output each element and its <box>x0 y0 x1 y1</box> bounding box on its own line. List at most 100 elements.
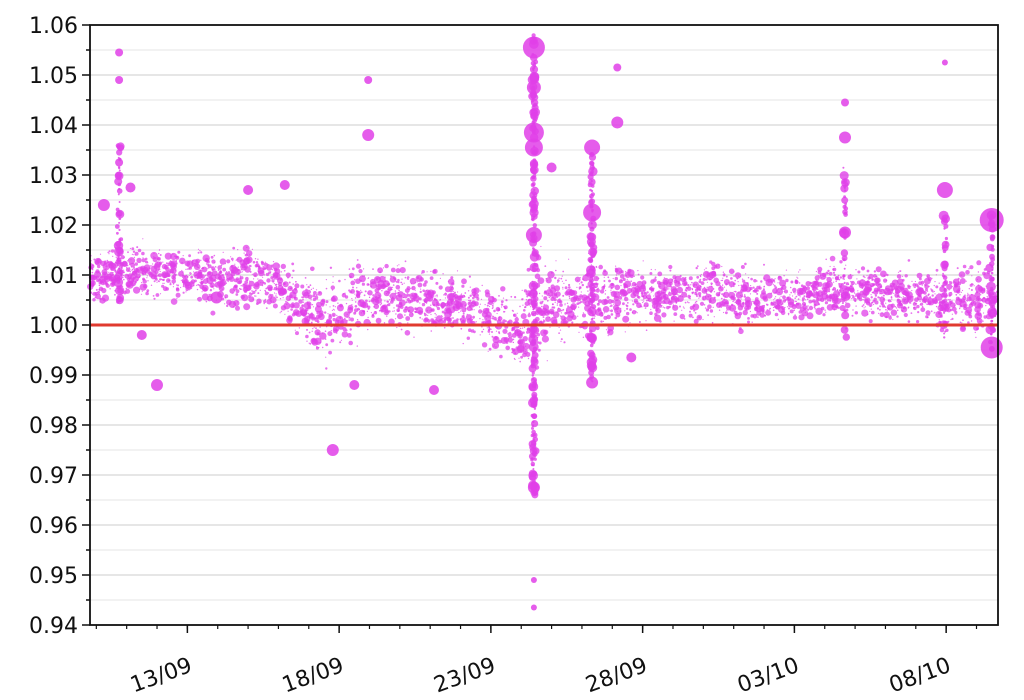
band-point <box>243 252 245 254</box>
band-point <box>279 298 282 300</box>
band-point <box>177 250 181 254</box>
band-point <box>393 307 395 309</box>
spike-point <box>116 231 119 235</box>
band-point <box>388 318 395 326</box>
band-point <box>986 299 988 301</box>
band-point <box>312 297 316 302</box>
band-point <box>131 253 133 255</box>
band-point <box>190 273 192 275</box>
band-point <box>278 278 280 280</box>
band-point <box>309 342 312 345</box>
spike-point <box>989 274 992 278</box>
band-point <box>90 274 96 281</box>
band-point <box>426 309 429 312</box>
band-point <box>232 292 234 294</box>
band-point <box>839 300 842 303</box>
band-point <box>361 282 365 286</box>
spike-point <box>990 333 993 336</box>
band-point <box>100 260 102 262</box>
band-point <box>928 314 930 316</box>
band-point <box>553 298 557 302</box>
band-point <box>272 262 281 271</box>
band-point <box>692 304 696 308</box>
band-point <box>356 259 359 261</box>
spike-point <box>117 193 120 196</box>
band-point <box>233 290 236 292</box>
band-point <box>329 306 331 308</box>
band-point <box>799 269 801 271</box>
band-point <box>514 358 516 361</box>
band-point <box>539 301 543 305</box>
band-point <box>263 282 267 285</box>
band-point <box>601 314 604 317</box>
band-point <box>439 299 441 301</box>
band-point <box>421 318 423 320</box>
band-point <box>311 321 313 323</box>
band-point <box>938 319 940 321</box>
band-point <box>92 298 96 302</box>
band-point <box>597 299 602 304</box>
band-point <box>829 265 831 268</box>
band-point <box>199 281 201 283</box>
band-point <box>792 287 797 293</box>
band-point <box>614 299 622 307</box>
data-point <box>530 604 537 611</box>
band-point <box>785 278 789 283</box>
band-point <box>445 317 447 320</box>
band-point <box>807 305 809 307</box>
band-point <box>560 312 563 314</box>
spike-point <box>985 263 994 273</box>
data-point <box>522 36 545 59</box>
spike-point <box>591 303 594 305</box>
band-point <box>464 292 467 294</box>
band-point <box>472 305 474 307</box>
band-point <box>503 310 505 313</box>
band-point <box>650 279 655 284</box>
band-point <box>646 291 649 294</box>
band-point <box>424 317 429 322</box>
band-point <box>939 300 942 304</box>
band-point <box>149 265 151 267</box>
data-point <box>524 138 543 157</box>
band-point <box>933 284 935 287</box>
band-point <box>126 260 129 262</box>
band-point <box>635 290 639 294</box>
band-point <box>975 336 977 339</box>
band-point <box>888 316 892 320</box>
band-point <box>492 315 495 318</box>
band-point <box>248 280 255 287</box>
band-point <box>399 299 406 307</box>
band-point <box>367 290 373 296</box>
band-point <box>332 328 338 334</box>
band-point <box>413 295 418 299</box>
band-point <box>242 244 250 252</box>
band-point <box>679 313 685 320</box>
band-point <box>522 304 524 306</box>
band-point <box>367 305 371 309</box>
band-point <box>695 266 698 270</box>
band-point <box>721 304 723 306</box>
band-point <box>775 298 782 305</box>
spike-point <box>530 300 538 307</box>
band-point <box>835 280 837 283</box>
band-point <box>126 268 128 270</box>
band-point <box>797 277 799 279</box>
spike-point <box>532 313 535 316</box>
band-point <box>673 289 675 291</box>
band-point <box>862 275 865 278</box>
band-point <box>703 304 706 306</box>
spike-point <box>529 333 534 338</box>
band-point <box>108 253 110 255</box>
band-point <box>970 289 973 291</box>
band-point <box>709 309 714 313</box>
band-point <box>232 260 234 262</box>
band-point <box>251 248 253 250</box>
band-point <box>227 280 229 283</box>
band-point <box>304 277 307 279</box>
band-point <box>853 291 856 293</box>
band-point <box>788 314 790 316</box>
band-point <box>521 289 523 291</box>
band-point <box>486 304 489 307</box>
band-point <box>318 291 321 294</box>
band-point <box>826 304 834 311</box>
